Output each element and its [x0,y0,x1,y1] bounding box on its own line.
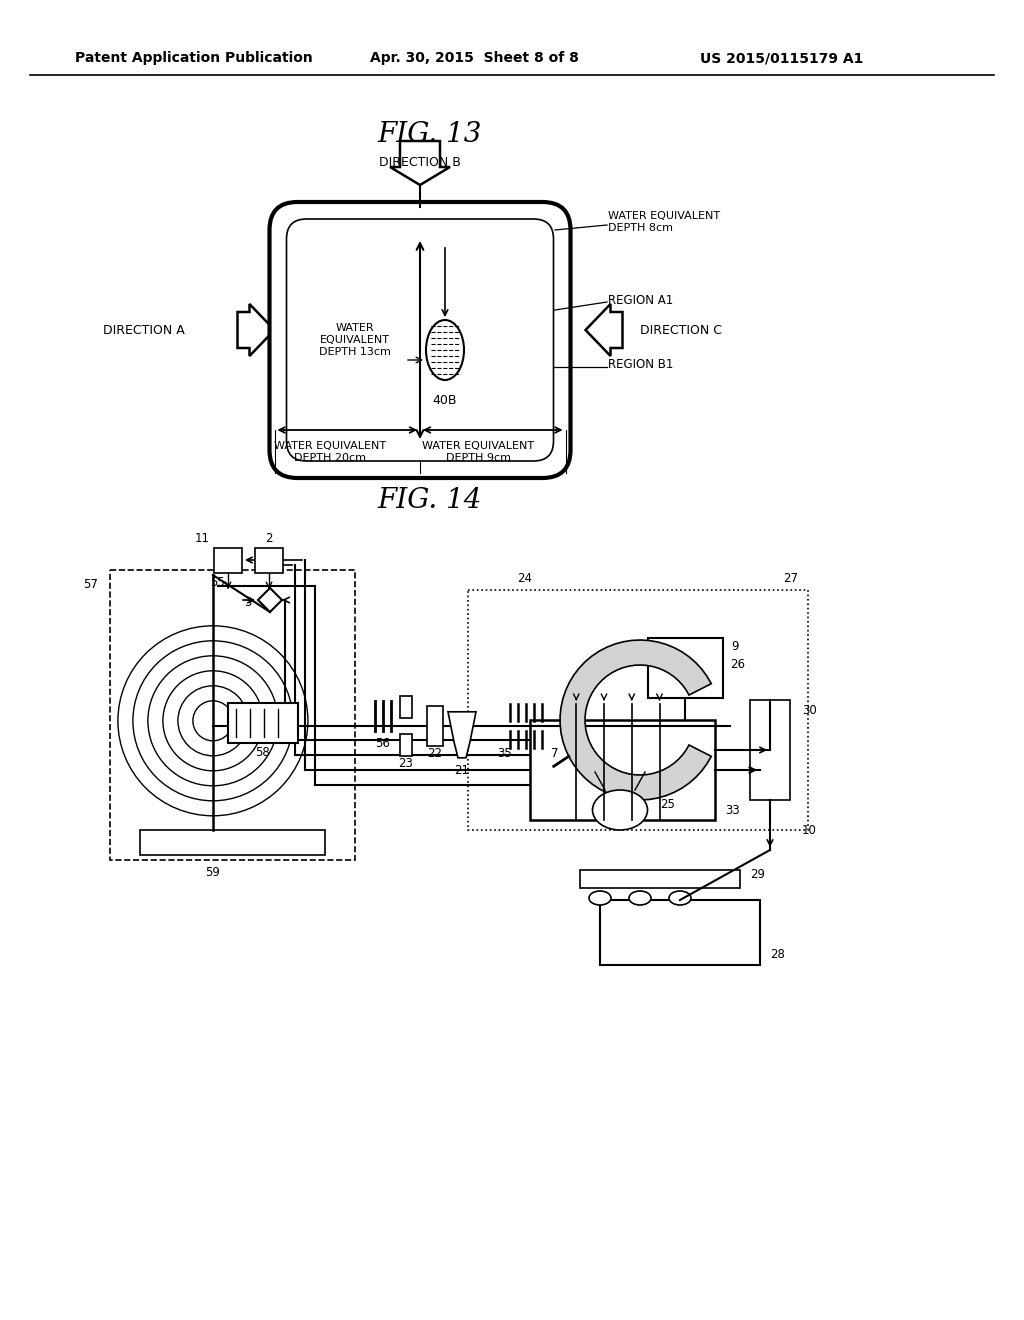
Text: 27: 27 [783,572,798,585]
Text: 55: 55 [210,576,224,589]
Text: 3: 3 [245,595,252,609]
Ellipse shape [589,891,611,906]
Text: REGION A1: REGION A1 [608,293,673,306]
Text: WATER EQUIVALENT
DEPTH 20cm: WATER EQUIVALENT DEPTH 20cm [274,441,386,463]
Text: 35: 35 [498,747,512,760]
Text: WATER EQUIVALENT
DEPTH 8cm: WATER EQUIVALENT DEPTH 8cm [608,211,720,232]
Ellipse shape [426,319,464,380]
Text: DIRECTION C: DIRECTION C [640,323,723,337]
Text: REGION B1: REGION B1 [608,359,674,371]
Text: WATER
EQUIVALENT
DEPTH 13cm: WATER EQUIVALENT DEPTH 13cm [319,323,391,356]
Bar [427,706,443,746]
Text: 9: 9 [731,639,738,652]
Text: Apr. 30, 2015  Sheet 8 of 8: Apr. 30, 2015 Sheet 8 of 8 [370,51,579,65]
Text: 7: 7 [551,747,559,760]
Text: DIRECTION B: DIRECTION B [379,156,461,169]
Bar [214,548,242,573]
Bar [750,700,790,800]
FancyBboxPatch shape [269,202,570,478]
Ellipse shape [629,891,651,906]
Text: 24: 24 [517,572,532,585]
Bar [600,900,760,965]
Ellipse shape [593,789,647,830]
Bar [110,570,355,861]
Text: 58: 58 [256,746,270,759]
FancyBboxPatch shape [287,219,554,461]
Text: WATER EQUIVALENT
DEPTH 9cm: WATER EQUIVALENT DEPTH 9cm [422,441,535,463]
Bar [580,870,740,888]
Text: 21: 21 [455,764,469,777]
Text: 57: 57 [83,578,98,591]
Text: 11: 11 [195,532,210,544]
Text: 10: 10 [802,824,817,837]
Text: 30: 30 [802,704,817,717]
Polygon shape [560,640,712,800]
Bar [648,638,723,698]
Text: DIRECTION A: DIRECTION A [103,323,185,337]
Text: 23: 23 [398,758,414,771]
Bar [255,548,283,573]
Polygon shape [238,304,274,356]
Polygon shape [258,587,282,612]
Text: 2: 2 [265,532,272,544]
Bar [228,702,298,743]
Text: 33: 33 [725,804,739,817]
Polygon shape [390,141,450,185]
Bar [530,719,715,820]
Polygon shape [586,304,623,356]
Text: US 2015/0115179 A1: US 2015/0115179 A1 [700,51,863,65]
Text: Patent Application Publication: Patent Application Publication [75,51,312,65]
Ellipse shape [669,891,691,906]
Text: 29: 29 [750,869,765,882]
Bar [400,696,412,718]
Text: 28: 28 [770,949,784,961]
Text: 25: 25 [660,799,675,812]
Bar [400,734,412,756]
Bar [468,590,808,830]
Text: FIG. 14: FIG. 14 [378,487,482,513]
Text: 22: 22 [427,747,442,760]
Polygon shape [449,711,476,758]
Bar [140,830,325,855]
Text: FIG. 13: FIG. 13 [378,121,482,149]
Text: 40B: 40B [433,393,458,407]
Text: 59: 59 [206,866,220,879]
Text: 26: 26 [730,659,745,672]
Text: 56: 56 [376,738,390,750]
